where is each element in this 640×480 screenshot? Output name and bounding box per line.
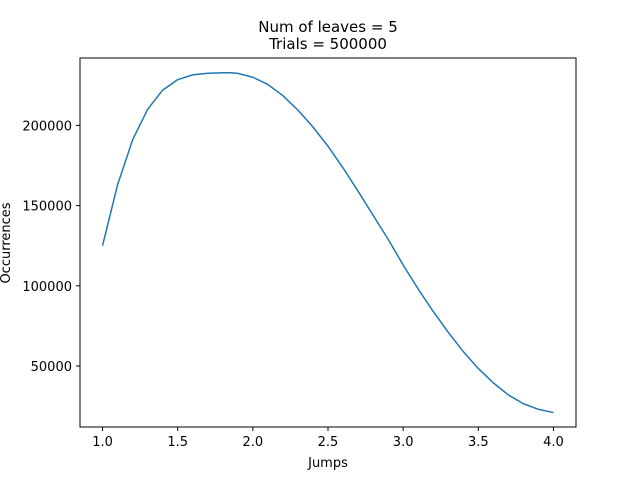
plot-marks xyxy=(101,72,554,414)
y-tick-label: 50000 xyxy=(31,360,72,375)
x-tick-label: 2.5 xyxy=(318,435,339,450)
x-tick-label: 2.0 xyxy=(243,435,264,450)
series-line-0 xyxy=(101,72,554,414)
x-tick-label: 1.0 xyxy=(92,435,113,450)
y-axis-label: Occurrences xyxy=(0,202,14,283)
y-axis-ticks: 50000 100000 150000 200000 xyxy=(22,119,80,375)
y-tick-label: 150000 xyxy=(22,200,72,215)
x-axis-label: Jumps xyxy=(307,456,348,471)
x-tick-label: 3.0 xyxy=(393,435,414,450)
y-tick-label: 200000 xyxy=(22,119,72,134)
x-tick-label: 4.0 xyxy=(543,435,564,450)
chart-subtitle: Trials = 500000 xyxy=(268,35,387,53)
chart-title: Num of leaves = 5 xyxy=(258,18,398,36)
x-axis-ticks: 1.0 1.5 2.0 2.5 3.0 3.5 4.0 xyxy=(92,427,564,450)
y-tick-label: 100000 xyxy=(22,280,72,295)
x-tick-label: 3.5 xyxy=(468,435,489,450)
x-tick-label: 1.5 xyxy=(167,435,188,450)
